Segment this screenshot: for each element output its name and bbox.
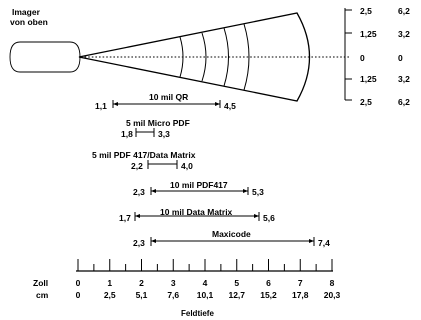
scale-right-4: 6,2 bbox=[398, 97, 410, 107]
range-10-mil-data-matrix: 10 mil Data Matrix 1,7 5,6 bbox=[119, 207, 275, 223]
scale-left-4: 2,5 bbox=[360, 97, 372, 107]
scale-right-2: 0 bbox=[398, 53, 403, 63]
inch-tick-label: 5 bbox=[234, 278, 239, 288]
inch-tick-label: 8 bbox=[330, 278, 335, 288]
range-name: 10 mil Data Matrix bbox=[160, 207, 233, 217]
scale-right-0: 6,2 bbox=[398, 6, 410, 16]
distance-axis bbox=[76, 259, 333, 272]
cm-tick-label: 5,1 bbox=[136, 290, 148, 300]
cm-tick-labels: 0 2,5 5,1 7,6 10,1 12,7 15,2 17,8 20,3 bbox=[76, 290, 341, 300]
cm-tick-label: 20,3 bbox=[324, 290, 341, 300]
cm-tick-label: 17,8 bbox=[292, 290, 309, 300]
inch-tick-label: 2 bbox=[139, 278, 144, 288]
cm-tick-label: 2,5 bbox=[104, 290, 116, 300]
range-start: 1,7 bbox=[119, 213, 131, 223]
scale-left-2: 0 bbox=[360, 53, 365, 63]
range-end: 4,0 bbox=[181, 161, 193, 171]
cm-tick-label: 10,1 bbox=[197, 290, 214, 300]
inch-unit-label: Zoll bbox=[33, 278, 48, 288]
cm-unit-label: cm bbox=[36, 290, 49, 300]
inch-tick-label: 0 bbox=[76, 278, 81, 288]
imager-label-line1: Imager bbox=[12, 7, 41, 17]
range-end: 4,5 bbox=[224, 101, 236, 111]
axis-title: Feldtiefe bbox=[181, 309, 214, 318]
range-name: 5 mil Micro PDF bbox=[126, 118, 190, 128]
inch-tick-label: 1 bbox=[107, 278, 112, 288]
width-scale-labels: 2,5 6,2 1,25 3,2 0 0 1,25 3,2 2,5 6,2 bbox=[360, 6, 410, 107]
range-5-mil-pdf417-data-matrix: 5 mil PDF 417/Data Matrix 2,2 4,0 bbox=[92, 150, 196, 171]
field-of-view-cone bbox=[78, 12, 311, 102]
cm-tick-label: 7,6 bbox=[167, 290, 179, 300]
inch-tick-label: 7 bbox=[298, 278, 303, 288]
range-5-mil-micro-pdf: 5 mil Micro PDF 1,8 3,3 bbox=[121, 118, 190, 139]
range-start: 1,8 bbox=[121, 129, 133, 139]
inch-tick-label: 6 bbox=[266, 278, 271, 288]
range-name: 5 mil PDF 417/Data Matrix bbox=[92, 150, 196, 160]
scale-right-1: 3,2 bbox=[398, 29, 410, 39]
axis-ticks bbox=[77, 259, 333, 271]
scale-right-3: 3,2 bbox=[398, 74, 410, 84]
range-end: 5,6 bbox=[263, 213, 275, 223]
cm-tick-label: 12,7 bbox=[228, 290, 245, 300]
range-start: 1,1 bbox=[95, 101, 107, 111]
imager-label-line2: von oben bbox=[10, 17, 48, 27]
scale-left-0: 2,5 bbox=[360, 6, 372, 16]
range-end: 5,3 bbox=[252, 187, 264, 197]
range-maxicode: Maxicode 2,3 7,4 bbox=[133, 229, 330, 248]
imager-device bbox=[9, 41, 81, 73]
range-end: 7,4 bbox=[318, 238, 330, 248]
width-scale bbox=[344, 8, 352, 101]
cm-tick-label: 15,2 bbox=[260, 290, 277, 300]
range-name: 10 mil PDF417 bbox=[170, 180, 228, 190]
inch-tick-label: 3 bbox=[171, 278, 176, 288]
scale-left-3: 1,25 bbox=[360, 74, 377, 84]
cm-tick-label: 0 bbox=[76, 290, 81, 300]
inch-tick-label: 4 bbox=[203, 278, 208, 288]
range-start: 2,3 bbox=[133, 238, 145, 248]
range-name: 10 mil QR bbox=[149, 92, 188, 102]
range-start: 2,2 bbox=[131, 161, 143, 171]
range-name: Maxicode bbox=[212, 229, 251, 239]
scale-left-1: 1,25 bbox=[360, 29, 377, 39]
range-end: 3,3 bbox=[158, 129, 170, 139]
range-10-mil-qr: 10 mil QR 1,1 4,5 bbox=[95, 92, 236, 111]
inch-tick-labels: 0 1 2 3 4 5 6 7 8 bbox=[76, 278, 335, 288]
range-10-mil-pdf417: 10 mil PDF417 2,3 5,3 bbox=[133, 180, 264, 197]
range-start: 2,3 bbox=[133, 187, 145, 197]
